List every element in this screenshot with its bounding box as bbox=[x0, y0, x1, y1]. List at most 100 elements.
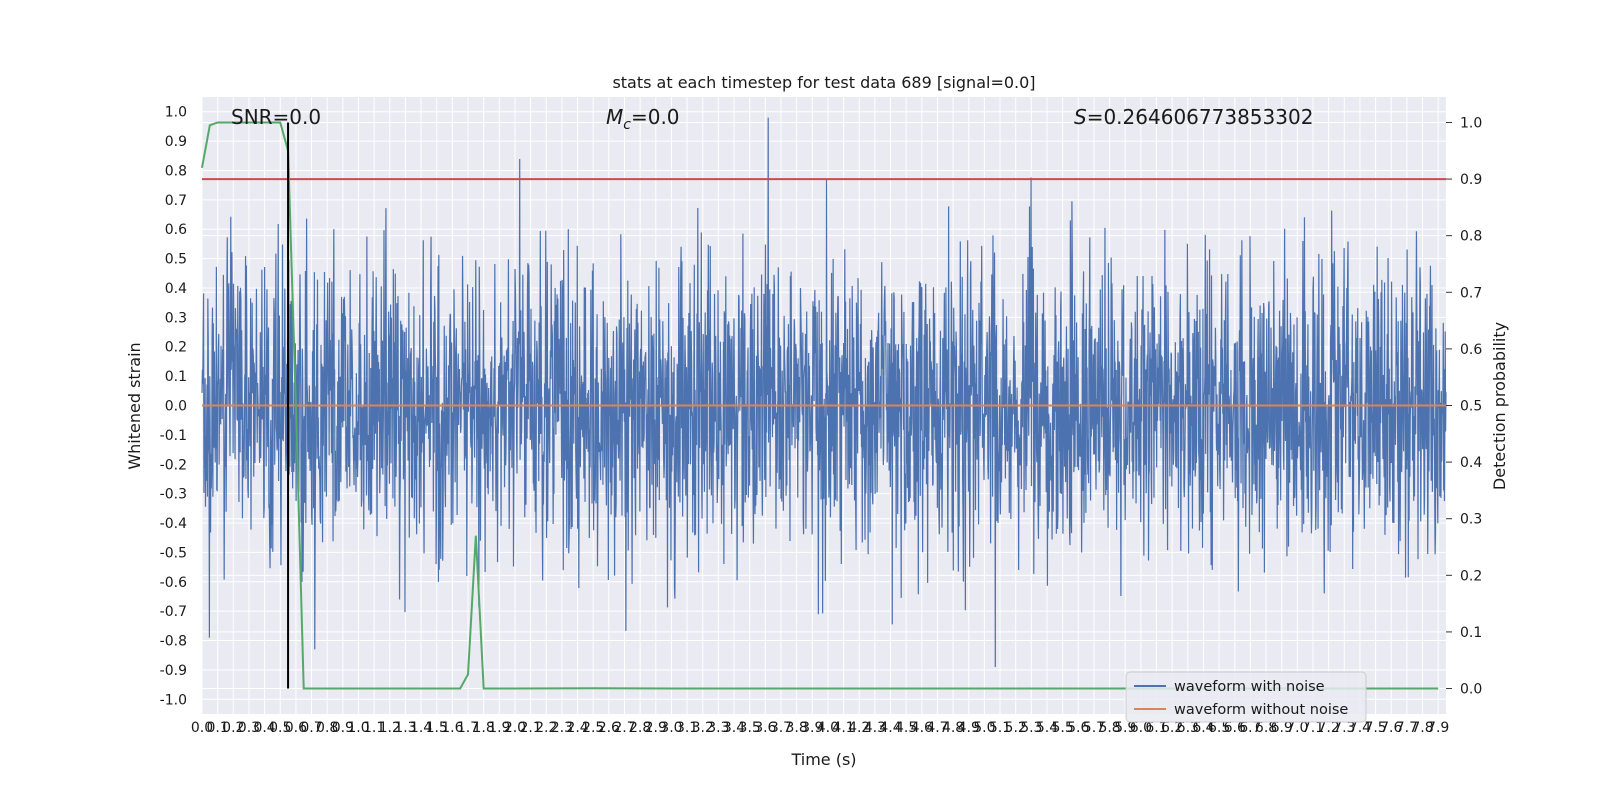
x-tick-label: 6.4 bbox=[1192, 720, 1214, 736]
x-tick-label: 6.7 bbox=[1239, 720, 1261, 736]
y-right-axis-label: Detection probability bbox=[1490, 322, 1509, 490]
x-tick-label: 0.4 bbox=[253, 720, 275, 736]
series-lines bbox=[201, 121, 1446, 690]
y-left-tick-label: 0.7 bbox=[165, 193, 187, 209]
x-tick-label: 4.3 bbox=[864, 720, 886, 736]
x-tick-label: 3.2 bbox=[692, 720, 714, 736]
s-symbol: S bbox=[1074, 105, 1087, 129]
x-tick-label: 7.6 bbox=[1380, 720, 1402, 736]
x-tick-label: 6.0 bbox=[1130, 720, 1152, 736]
x-tick-label: 1.2 bbox=[379, 720, 401, 736]
x-tick-label: 4.1 bbox=[832, 720, 854, 736]
x-tick-label: 1.6 bbox=[441, 720, 463, 736]
x-tick-label: 1.5 bbox=[426, 720, 448, 736]
x-tick-label: 2.6 bbox=[598, 720, 620, 736]
x-tick-label: 5.1 bbox=[989, 720, 1011, 736]
y-left-tick-label: 0.5 bbox=[165, 252, 187, 268]
x-tick-label: 5.7 bbox=[1083, 720, 1105, 736]
x-tick-label: 3.3 bbox=[707, 720, 729, 736]
x-tick-label: 0.7 bbox=[300, 720, 322, 736]
x-tick-label: 4.7 bbox=[926, 720, 948, 736]
x-tick-label: 7.9 bbox=[1427, 720, 1449, 736]
y-left-tick-label: 1.0 bbox=[165, 105, 187, 121]
x-tick-label: 3.5 bbox=[739, 720, 761, 736]
x-tick-label: 5.8 bbox=[1098, 720, 1120, 736]
y-left-tick-label: 0.1 bbox=[165, 369, 187, 385]
y-left-tick-label: -0.6 bbox=[160, 575, 187, 591]
x-tick-label: 2.9 bbox=[645, 720, 667, 736]
x-tick-label: 0.1 bbox=[207, 720, 229, 736]
x-tick-label: 5.5 bbox=[1051, 720, 1073, 736]
y-left-tick-label: 0.2 bbox=[165, 340, 187, 356]
y-right-tick-labels: 0.0 0.1 0.2 0.3 0.4 0.5 0.6 0.7 0.8 0.9 1.0 bbox=[1446, 115, 1482, 698]
x-tick-label: 4.2 bbox=[848, 720, 870, 736]
x-tick-label: 0.2 bbox=[222, 720, 244, 736]
x-tick-label: 6.9 bbox=[1271, 720, 1293, 736]
y-right-tick-label: 0.1 bbox=[1460, 625, 1482, 641]
x-tick-label: 7.4 bbox=[1349, 720, 1371, 736]
y-left-tick-label: 0.3 bbox=[165, 310, 187, 326]
x-tick-label: 5.6 bbox=[1067, 720, 1089, 736]
noise-waveform-line bbox=[201, 117, 1447, 667]
x-tick-label: 7.8 bbox=[1411, 720, 1433, 736]
legend-label-clean: waveform without noise bbox=[1174, 702, 1348, 718]
x-tick-label: 0.3 bbox=[238, 720, 260, 736]
y-left-tick-label: 0.9 bbox=[165, 134, 187, 150]
x-tick-label: 6.6 bbox=[1224, 720, 1246, 736]
y-left-tick-label: -0.1 bbox=[160, 428, 187, 444]
y-right-tick-label: 0.0 bbox=[1460, 682, 1482, 698]
x-tick-label: 5.0 bbox=[973, 720, 995, 736]
x-tick-label: 2.1 bbox=[519, 720, 541, 736]
x-tick-label: 5.3 bbox=[1020, 720, 1042, 736]
x-tick-label: 3.4 bbox=[723, 720, 745, 736]
y-left-tick-label: -0.9 bbox=[160, 663, 187, 679]
y-left-tick-label: -0.3 bbox=[160, 487, 187, 503]
y-left-tick-label: 0.0 bbox=[165, 399, 187, 415]
x-tick-label: 7.7 bbox=[1396, 720, 1418, 736]
x-tick-label: 5.4 bbox=[1036, 720, 1058, 736]
x-tick-label: 4.0 bbox=[817, 720, 839, 736]
x-tick-label: 1.7 bbox=[457, 720, 479, 736]
s-annotation: S=0.264606773853302 bbox=[1074, 105, 1313, 129]
y-left-tick-label: -0.8 bbox=[160, 634, 187, 650]
x-tick-label: 0.9 bbox=[332, 720, 354, 736]
x-tick-label: 2.3 bbox=[551, 720, 573, 736]
x-tick-label: 3.6 bbox=[754, 720, 776, 736]
y-left-tick-label: -0.2 bbox=[160, 457, 187, 473]
x-tick-label: 5.2 bbox=[1005, 720, 1027, 736]
x-tick-label: 1.3 bbox=[394, 720, 416, 736]
x-tick-label: 2.7 bbox=[613, 720, 635, 736]
x-axis-label: Time (s) bbox=[790, 750, 856, 769]
x-tick-label: 0.0 bbox=[191, 720, 213, 736]
mc-subscript: c bbox=[623, 117, 631, 133]
y-left-tick-label: -0.4 bbox=[160, 516, 187, 532]
x-tick-label: 2.0 bbox=[504, 720, 526, 736]
mc-value: =0.0 bbox=[631, 105, 680, 129]
y-left-tick-label: 0.8 bbox=[165, 163, 187, 179]
legend-label-noise: waveform with noise bbox=[1174, 679, 1325, 695]
x-tick-label: 2.4 bbox=[566, 720, 588, 736]
x-tick-label: 2.2 bbox=[535, 720, 557, 736]
y-right-tick-label: 0.5 bbox=[1460, 399, 1482, 415]
x-tick-label: 3.1 bbox=[676, 720, 698, 736]
legend: waveform with noise waveform without noi… bbox=[1125, 671, 1367, 723]
x-tick-label: 6.8 bbox=[1255, 720, 1277, 736]
x-tick-label: 7.1 bbox=[1302, 720, 1324, 736]
x-tick-label: 1.4 bbox=[410, 720, 432, 736]
x-tick-label: 0.8 bbox=[316, 720, 338, 736]
x-tick-label: 0.6 bbox=[285, 720, 307, 736]
x-tick-label: 4.9 bbox=[958, 720, 980, 736]
x-tick-label: 6.5 bbox=[1208, 720, 1230, 736]
y-left-tick-label: 0.4 bbox=[165, 281, 187, 297]
x-tick-label: 3.7 bbox=[770, 720, 792, 736]
x-tick-label: 6.3 bbox=[1177, 720, 1199, 736]
x-tick-label: 6.2 bbox=[1161, 720, 1183, 736]
snr-annotation: SNR=0.0 bbox=[231, 105, 321, 129]
x-tick-label: 1.8 bbox=[473, 720, 495, 736]
y-right-tick-label: 0.4 bbox=[1460, 455, 1482, 471]
x-tick-label: 0.5 bbox=[269, 720, 291, 736]
x-tick-label: 3.0 bbox=[660, 720, 682, 736]
s-value: =0.264606773853302 bbox=[1087, 105, 1314, 129]
